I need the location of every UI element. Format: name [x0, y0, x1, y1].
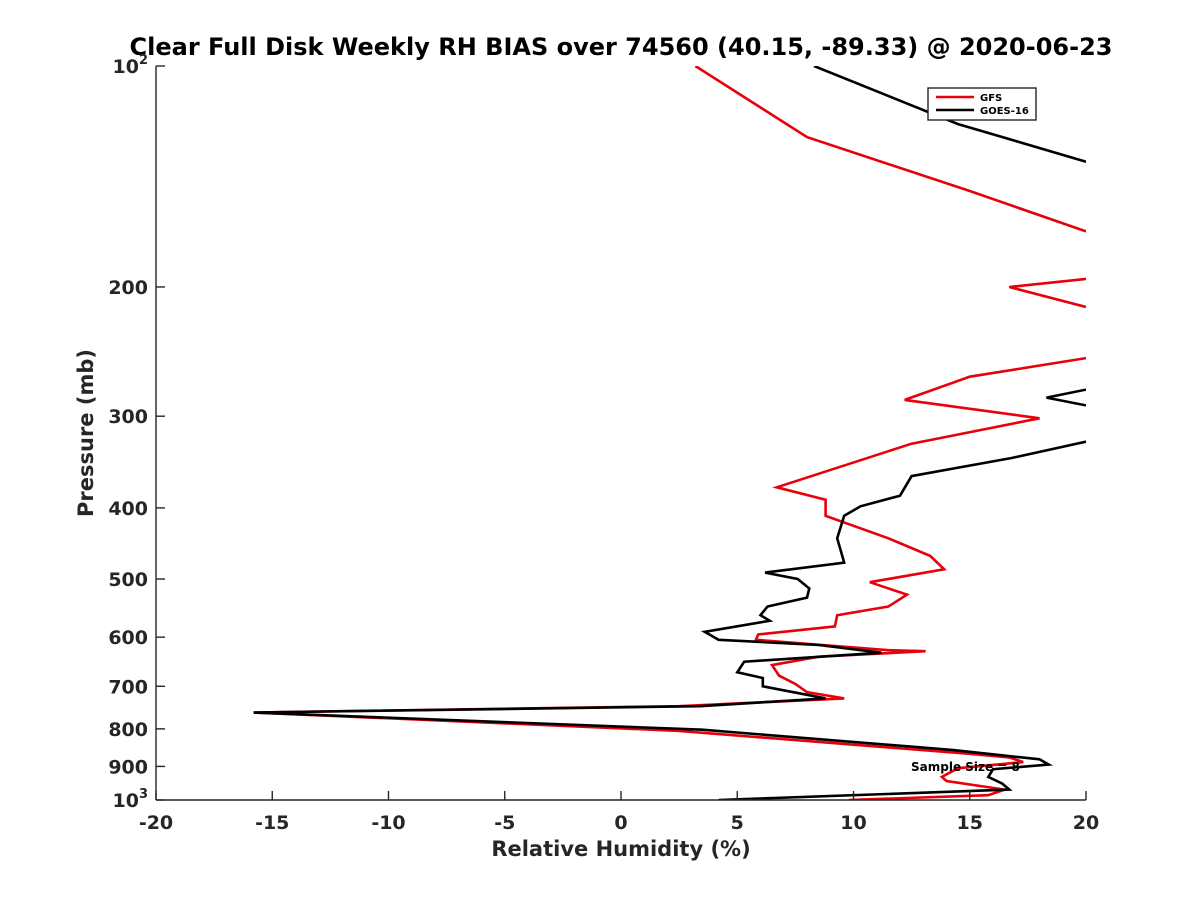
series-line-goes-16-1 — [813, 66, 1086, 163]
y-axis-label: Pressure (mb) — [74, 349, 98, 517]
x-tick-label: 10 — [840, 812, 866, 834]
legend-label: GOES-16 — [980, 106, 1029, 117]
x-tick-label: 20 — [1073, 812, 1099, 834]
y-tick-label: 102 — [113, 53, 149, 78]
chart-title: Clear Full Disk Weekly RH BIAS over 7456… — [130, 33, 1113, 61]
y-tick-label: 900 — [108, 756, 148, 778]
y-tick-label: 200 — [108, 277, 148, 299]
series-line-gfs-1 — [694, 66, 1086, 233]
x-tick-label: -10 — [371, 812, 405, 834]
x-tick-label: -20 — [139, 812, 173, 834]
x-tick-label: 0 — [614, 812, 627, 834]
legend-label: GFS — [980, 93, 1002, 104]
x-tick-label: 5 — [731, 812, 744, 834]
y-tick-label: 700 — [108, 676, 148, 698]
y-tick-label: 800 — [108, 719, 148, 741]
x-axis-label: Relative Humidity (%) — [491, 837, 750, 861]
y-tick-label: 500 — [108, 569, 148, 591]
series-line-goes-16-2 — [1046, 388, 1086, 407]
series-line-gfs-2 — [1008, 277, 1086, 309]
x-tick-label: -15 — [255, 812, 289, 834]
axes: -20 -15 -10 -5 0 5 10 15 20 102 200 300 400 500 600 700… — [108, 53, 1099, 834]
x-tick-label: 15 — [957, 812, 983, 834]
y-tick-label: 300 — [108, 406, 148, 428]
series-line-goes-16-3 — [253, 440, 1086, 800]
y-tick-label: 400 — [108, 498, 148, 520]
series-layer — [253, 66, 1086, 800]
legend: GFS GOES-16 — [927, 87, 1037, 121]
y-tick-label: 103 — [113, 787, 149, 812]
y-tick-label: 600 — [108, 627, 148, 649]
legend-box — [927, 87, 1037, 121]
x-tick-label: -5 — [494, 812, 515, 834]
sample-size-annotation: Sample Size = 8 — [911, 760, 1020, 774]
series-line-gfs-3 — [253, 356, 1086, 800]
